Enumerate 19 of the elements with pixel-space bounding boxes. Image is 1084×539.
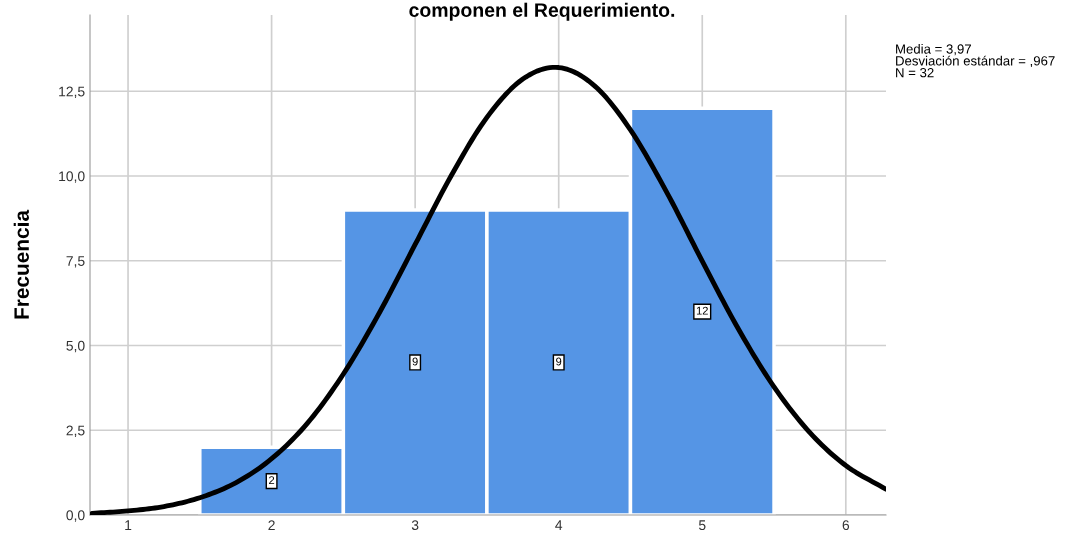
x-tick-label: 5 — [698, 520, 706, 531]
data-label: 12 — [696, 306, 708, 315]
y-axis-title: Frecuencia — [13, 209, 29, 319]
y-tick-label: 10,0 — [59, 171, 85, 183]
data-label: 9 — [412, 357, 418, 366]
data-label: 9 — [556, 357, 562, 366]
chart-title: componen el Requerimiento. — [409, 2, 675, 21]
x-tick-label: 2 — [268, 520, 275, 530]
x-tick-label: 4 — [555, 520, 563, 530]
y-tick-label: 7,5 — [66, 256, 85, 268]
y-tick-label: 12,5 — [59, 86, 85, 99]
x-tick-label: 6 — [842, 520, 850, 531]
text: Media = 3,97 Desviación estándar = ,967 N = 32 — [896, 44, 1055, 78]
x-tick-label: 1 — [125, 520, 132, 530]
y-tick-label: 2,5 — [66, 425, 85, 438]
x-tick-label: 3 — [411, 520, 419, 531]
y-tick-label: 5,0 — [66, 340, 85, 353]
data-label: 2 — [269, 476, 275, 484]
y-tick-label: 0,0 — [66, 510, 85, 522]
